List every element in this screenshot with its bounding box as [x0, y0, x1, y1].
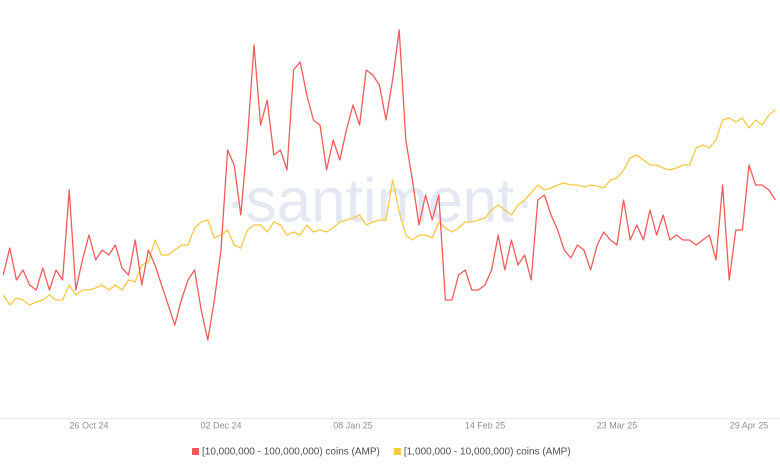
series-line [2, 29, 776, 341]
x-tick-label: 26 Oct 24 [69, 420, 108, 430]
x-tick-label: 14 Feb 25 [465, 420, 506, 430]
legend-label: [10,000,000 - 100,000,000) coins (AMP) [202, 447, 380, 458]
series-line [2, 109, 776, 306]
x-tick-label: 29 Apr 25 [730, 420, 769, 430]
x-tick-label: 23 Mar 25 [597, 420, 638, 430]
x-tick-label: 08 Jan 25 [333, 420, 373, 430]
x-tick-label: 02 Dec 24 [200, 420, 241, 430]
legend-swatch [192, 448, 199, 455]
legend-label: [1,000,000 - 10,000,000) coins (AMP) [404, 447, 571, 458]
legend-swatch [393, 448, 401, 455]
